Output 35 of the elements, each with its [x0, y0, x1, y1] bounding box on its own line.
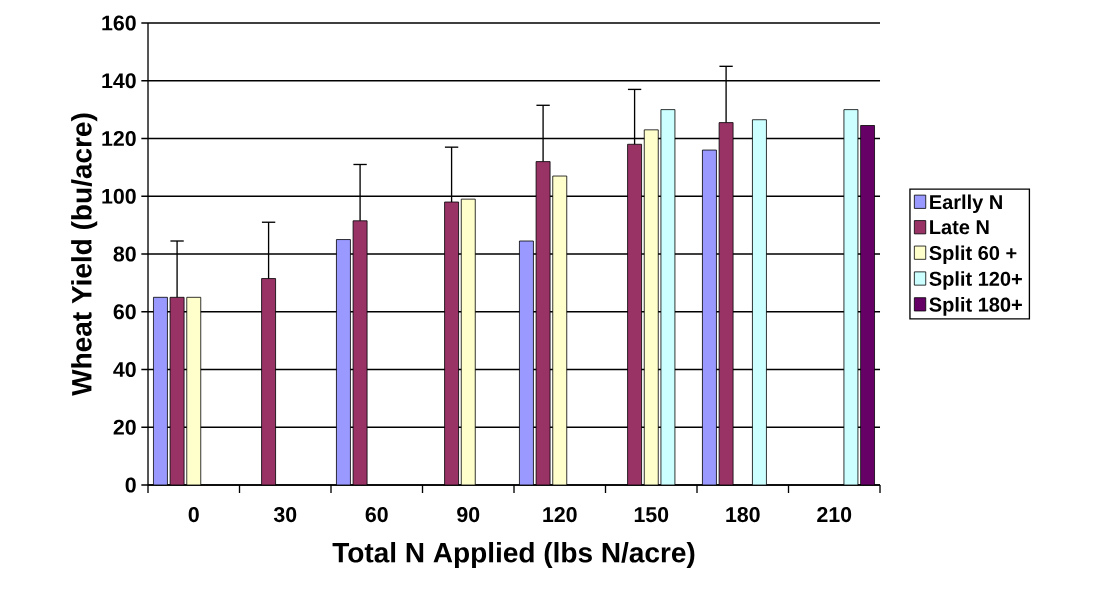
y-tick-label: 60: [113, 304, 136, 320]
bar: [460, 198, 476, 485]
bar: [552, 175, 568, 485]
x-tick-label: 150: [634, 507, 669, 523]
bar: [702, 149, 717, 485]
x-tick-label: 30: [273, 507, 297, 523]
y-tick-label: 140: [102, 73, 136, 89]
y-tick-label: 0: [125, 477, 136, 493]
x-tick-label: 0: [188, 507, 199, 523]
y-axis-title: Wheat Yield (bu/acre): [71, 113, 98, 396]
legend-label: Split 120+: [929, 271, 1022, 290]
bar: [643, 129, 659, 485]
x-tick-label: 120: [543, 507, 577, 523]
bar: [186, 296, 202, 485]
legend-label: Earlly N: [930, 194, 1002, 214]
x-axis-title: Total N Applied (lbs N/acre): [332, 542, 695, 569]
bar: [519, 240, 534, 485]
y-tick-label: 100: [102, 188, 136, 204]
x-tick-label: 210: [817, 507, 852, 523]
y-tick-label: 80: [113, 246, 136, 262]
bar: [336, 239, 351, 485]
y-tick-label: 160: [102, 15, 136, 31]
y-tick-label: 120: [102, 130, 136, 147]
bar: [153, 296, 168, 485]
bar: [627, 143, 642, 485]
bar: [261, 278, 276, 485]
x-tick-label: 90: [457, 507, 480, 523]
y-tick-label: 20: [113, 419, 136, 435]
bar: [444, 201, 459, 485]
x-tick-label: 60: [365, 507, 388, 523]
x-tick-label: 180: [726, 507, 760, 523]
legend-label: Late N: [930, 220, 989, 235]
legend-label: Split 180+: [929, 297, 1022, 316]
legend-label: Split 60 +: [929, 245, 1017, 265]
y-tick-label: 40: [113, 361, 136, 378]
